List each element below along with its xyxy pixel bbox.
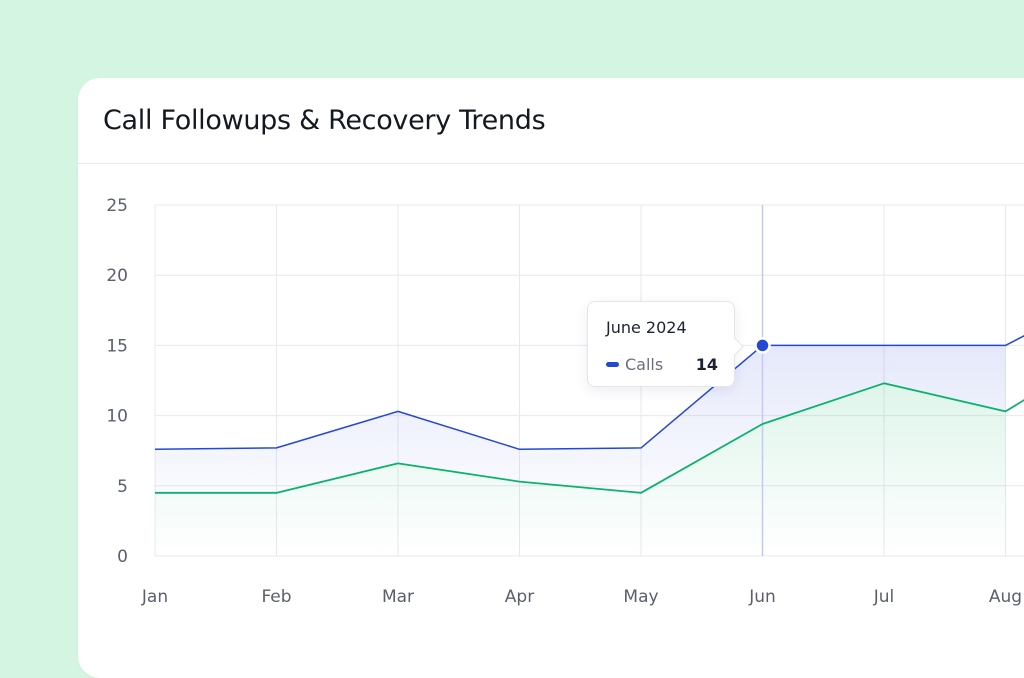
y-tick-label: 15 [106,336,128,356]
calls-line [154,335,1024,451]
x-tick-label: May [623,587,658,607]
x-tick-label: Jun [748,587,776,607]
x-tick-label: Apr [505,587,534,607]
y-tick-label: 5 [117,477,128,497]
chart-tooltip: June 2024 Calls 14 [587,301,735,387]
x-tick-label: Mar [382,587,414,607]
x-tick-label: Jul [873,587,895,607]
y-tick-label: 0 [117,547,128,567]
tooltip-series-label: Calls [625,355,664,374]
calls-legend-swatch [606,362,619,367]
y-tick-label: 20 [106,266,128,286]
calls-area [155,345,1006,493]
tooltip-value: 14 [695,355,718,374]
recovery-area [155,383,1006,556]
tooltip-title: June 2024 [606,318,687,337]
tooltip-row: Calls 14 [606,355,718,374]
x-tick-label: Aug [989,587,1022,607]
recovery-line [155,382,1024,494]
y-tick-label: 25 [106,196,128,216]
trend-chart: 0 5 10 15 20 25 Jan Feb Mar Apr May Jun Jul Aug [106,196,1024,607]
x-tick-label: Feb [261,587,291,607]
y-tick-label: 10 [106,407,128,427]
highlight-point [754,337,771,354]
x-tick-label: Jan [141,587,168,607]
card-header: Call Followups & Recovery Trends [78,78,1024,164]
chart-title: Call Followups & Recovery Trends [103,105,546,136]
